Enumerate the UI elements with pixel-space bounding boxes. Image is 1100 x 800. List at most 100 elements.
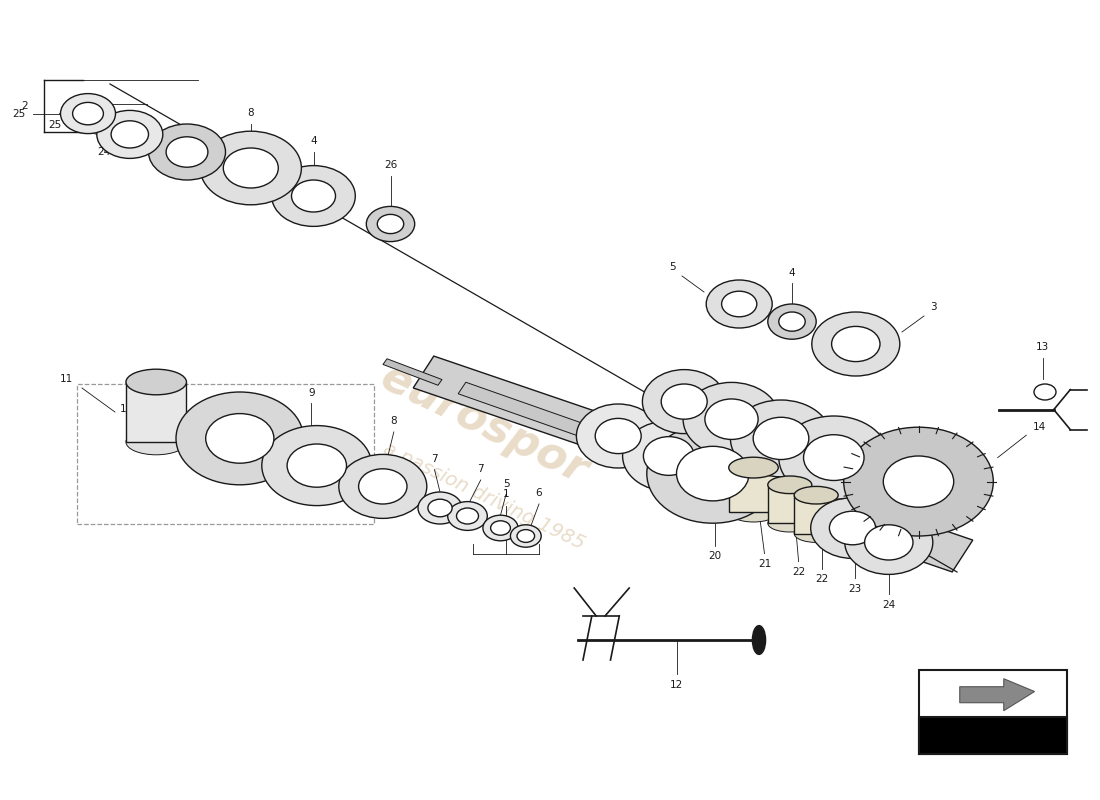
Ellipse shape bbox=[642, 370, 726, 434]
Text: 25: 25 bbox=[48, 120, 62, 130]
Ellipse shape bbox=[676, 446, 749, 501]
Text: 3: 3 bbox=[931, 302, 937, 312]
Text: 15: 15 bbox=[701, 442, 714, 451]
Text: 25: 25 bbox=[12, 109, 25, 118]
Text: 301 02: 301 02 bbox=[967, 729, 1019, 742]
Text: 2: 2 bbox=[21, 101, 28, 110]
Text: 8: 8 bbox=[248, 108, 254, 118]
Text: 4: 4 bbox=[310, 135, 317, 146]
Text: 1: 1 bbox=[503, 489, 509, 499]
Ellipse shape bbox=[729, 501, 779, 522]
Text: 24: 24 bbox=[97, 147, 110, 157]
Ellipse shape bbox=[705, 399, 758, 439]
Ellipse shape bbox=[768, 304, 816, 339]
Ellipse shape bbox=[644, 437, 694, 475]
Ellipse shape bbox=[683, 382, 780, 456]
Ellipse shape bbox=[223, 148, 278, 188]
Text: 21: 21 bbox=[758, 559, 771, 570]
Ellipse shape bbox=[262, 426, 372, 506]
Ellipse shape bbox=[661, 384, 707, 419]
Bar bbox=[918, 670, 1067, 754]
Ellipse shape bbox=[865, 525, 913, 560]
Ellipse shape bbox=[752, 626, 766, 654]
Ellipse shape bbox=[779, 312, 805, 331]
Ellipse shape bbox=[812, 312, 900, 376]
Ellipse shape bbox=[803, 434, 865, 481]
Ellipse shape bbox=[844, 427, 993, 536]
Ellipse shape bbox=[623, 421, 715, 491]
Ellipse shape bbox=[845, 510, 933, 574]
Bar bbox=[125, 382, 186, 442]
Ellipse shape bbox=[768, 476, 812, 494]
Ellipse shape bbox=[811, 498, 894, 558]
Ellipse shape bbox=[339, 454, 427, 518]
Ellipse shape bbox=[483, 515, 518, 541]
Text: 23: 23 bbox=[848, 584, 861, 594]
Ellipse shape bbox=[418, 492, 462, 524]
Ellipse shape bbox=[832, 326, 880, 362]
Ellipse shape bbox=[200, 131, 301, 205]
Ellipse shape bbox=[576, 404, 660, 468]
Text: 18: 18 bbox=[763, 407, 777, 417]
Bar bbox=[768, 485, 812, 523]
Ellipse shape bbox=[595, 418, 641, 454]
Ellipse shape bbox=[272, 166, 355, 226]
Bar bbox=[77, 384, 374, 524]
Text: 17: 17 bbox=[814, 425, 827, 434]
Polygon shape bbox=[414, 356, 972, 572]
Ellipse shape bbox=[206, 414, 274, 463]
Text: 5: 5 bbox=[669, 262, 675, 272]
Text: 19: 19 bbox=[751, 463, 764, 473]
Text: 5: 5 bbox=[503, 478, 509, 489]
Ellipse shape bbox=[111, 121, 148, 148]
Ellipse shape bbox=[1034, 384, 1056, 400]
Text: 26: 26 bbox=[384, 160, 397, 170]
Ellipse shape bbox=[779, 416, 889, 499]
Ellipse shape bbox=[754, 418, 808, 459]
Ellipse shape bbox=[60, 94, 116, 134]
Ellipse shape bbox=[883, 456, 954, 507]
Text: 15: 15 bbox=[921, 462, 934, 471]
Ellipse shape bbox=[292, 180, 336, 212]
Bar bbox=[918, 717, 1067, 754]
Text: 6: 6 bbox=[536, 488, 542, 498]
Ellipse shape bbox=[829, 511, 876, 545]
Text: 20: 20 bbox=[708, 551, 722, 562]
Text: a passion driving 1985: a passion driving 1985 bbox=[381, 439, 587, 553]
Text: 24: 24 bbox=[882, 600, 895, 610]
Ellipse shape bbox=[794, 486, 838, 504]
Text: 7: 7 bbox=[431, 454, 438, 464]
Text: 16: 16 bbox=[864, 442, 877, 452]
Text: 9: 9 bbox=[308, 388, 315, 398]
Text: 13: 13 bbox=[1036, 342, 1049, 352]
Ellipse shape bbox=[794, 525, 838, 542]
Ellipse shape bbox=[768, 514, 812, 532]
Ellipse shape bbox=[73, 102, 103, 125]
Ellipse shape bbox=[97, 110, 163, 158]
Text: 10: 10 bbox=[120, 405, 133, 414]
Ellipse shape bbox=[125, 370, 186, 395]
Text: 22: 22 bbox=[815, 574, 828, 584]
Ellipse shape bbox=[428, 499, 452, 517]
Ellipse shape bbox=[448, 502, 487, 530]
Ellipse shape bbox=[706, 280, 772, 328]
Text: eurospor: eurospor bbox=[373, 355, 595, 493]
Ellipse shape bbox=[510, 525, 541, 547]
Text: 11: 11 bbox=[59, 374, 73, 384]
Ellipse shape bbox=[176, 392, 304, 485]
Ellipse shape bbox=[517, 530, 535, 542]
Ellipse shape bbox=[729, 457, 779, 478]
Text: 14: 14 bbox=[1033, 422, 1046, 432]
Text: 12: 12 bbox=[670, 680, 683, 690]
Polygon shape bbox=[459, 382, 663, 463]
Text: 8: 8 bbox=[390, 416, 397, 426]
Text: 7: 7 bbox=[477, 464, 484, 474]
Bar bbox=[729, 467, 779, 512]
Ellipse shape bbox=[287, 444, 346, 487]
Ellipse shape bbox=[730, 400, 832, 477]
Polygon shape bbox=[383, 358, 442, 386]
Ellipse shape bbox=[377, 214, 404, 234]
Ellipse shape bbox=[366, 206, 415, 242]
Ellipse shape bbox=[456, 508, 478, 524]
Ellipse shape bbox=[491, 521, 510, 535]
